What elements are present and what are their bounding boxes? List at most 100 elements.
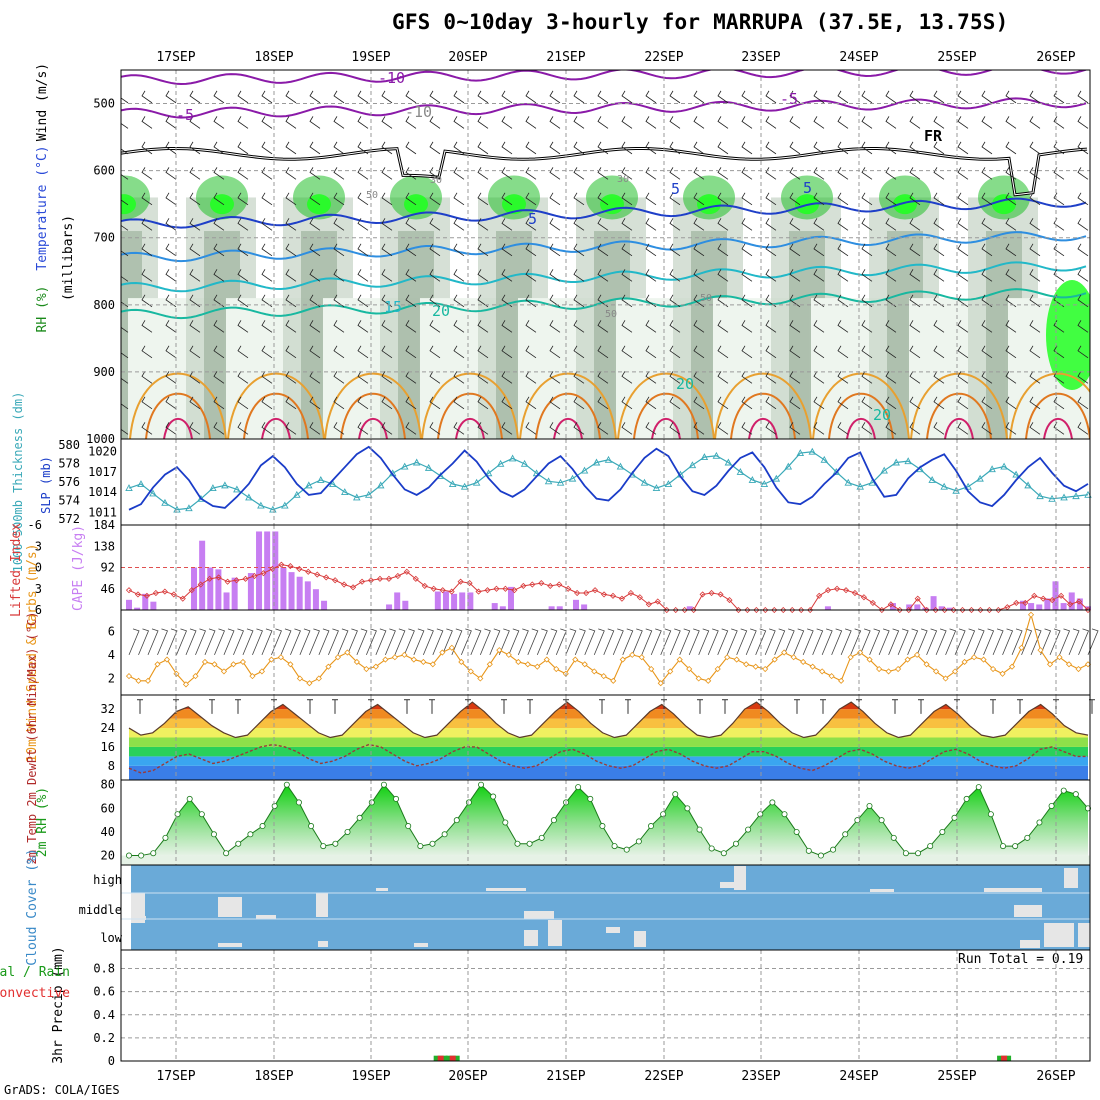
slp-point [1036,492,1044,500]
wind-speed-point [515,658,522,666]
wind-speed-point [1008,663,1016,670]
wind-barb [688,628,700,656]
rh-point [611,843,618,850]
temperature-isotherm [121,97,1087,119]
rh-point [1085,805,1092,812]
rh2m-panel [121,781,1092,865]
wind-barb [477,371,489,384]
wind-barb [333,243,345,257]
surface-temperature-contour [519,372,617,439]
wind-barb [141,422,153,435]
surface-temperature-contour [261,418,291,439]
wind-speed-point [591,668,598,675]
wind-barb [381,218,393,231]
x-axis-label-top: 19SEP [351,50,390,65]
precip-panel: Run Total = 0.19 [433,952,1083,1061]
wind-barb [429,371,441,384]
wind-barb [645,218,657,231]
rh-point [951,814,958,821]
panel-frame [120,609,1091,696]
wind-barb [261,345,273,359]
wind-barb [741,141,753,155]
wind-barb [165,116,177,129]
dewpoint-line [128,743,1088,774]
wind-barb [549,167,561,180]
y-axis-tick-label: 1017 [88,465,117,479]
wind-barb [861,345,873,359]
wind-barb [707,628,719,656]
wind-barb [745,628,757,656]
slp-point [856,482,864,490]
wind-barb [764,628,776,656]
wind-barb [333,269,345,282]
wind-speed-point [800,658,807,666]
lifted-index-point [1049,597,1056,604]
rh-point [866,802,873,809]
lifted-index-point [376,575,384,582]
slp-point [496,459,505,467]
wind-barb [621,141,633,155]
wind-barb [765,269,777,282]
wind-barb [525,396,537,410]
slp-point [221,481,229,489]
wind-barb [1077,192,1089,206]
wind-barb [549,345,561,359]
wind-barb [309,218,321,231]
surface-temperature-contour [421,372,519,439]
x-axis-label-top: 22SEP [644,50,683,65]
contour-label: -10 [378,69,405,87]
wind-barb [128,628,140,656]
wind-speed-point [192,673,199,680]
wind-barb [337,628,349,656]
wind-barb [189,218,201,231]
slp-point [904,457,912,465]
y-axis-tick-label: 0.6 [93,985,115,999]
x-axis-label-bottom: 19SEP [351,1069,390,1084]
temperature-isotherm [121,288,1087,320]
wind-barb [717,243,729,257]
slp-point [329,480,337,487]
wind-barb [1077,90,1089,104]
lifted-index-point [833,585,841,592]
wind-barb [357,269,369,282]
cloud-patch [548,920,562,946]
y-axis-tick-label: 1014 [88,485,117,499]
wind-barb [679,628,691,656]
wind-barb [717,167,729,180]
slp-point [245,493,253,501]
wind-barb [309,141,321,155]
wind-barb [357,116,369,129]
wind-barb [460,628,472,656]
wind-barb [121,371,129,384]
cloud-patch [634,931,646,947]
wind-barb [741,192,753,206]
surface-temperature-contour [340,392,406,439]
wind-barb [933,396,945,410]
wind-barb [669,269,681,282]
wind-barb [1068,628,1080,656]
wind-barb [223,628,235,656]
wind-barb [333,141,345,155]
wind-speed-point [306,680,313,687]
wind-barb [981,269,993,282]
wind-barb [717,218,729,231]
wind-barb [333,320,345,333]
wind-speed-point [771,656,778,663]
wind-barb [285,269,297,282]
wind-barb [453,422,465,435]
wind-speed-point [581,661,588,668]
wind-barb [909,422,921,435]
y-axis-tick-label: 0.2 [93,1031,115,1045]
lifted-index-point [565,585,572,592]
wind-barb [1053,269,1065,282]
rh-point [805,847,812,854]
wind-barb [717,269,729,282]
cape-bar [434,591,441,610]
wind-barb [813,90,825,104]
wind-barb [789,320,801,333]
wind-barb [837,90,849,104]
wind-speed-point [391,654,398,661]
wind-barb [837,167,849,180]
contour-label: -10 [405,103,432,121]
surface-temperature-contour [1025,392,1090,439]
